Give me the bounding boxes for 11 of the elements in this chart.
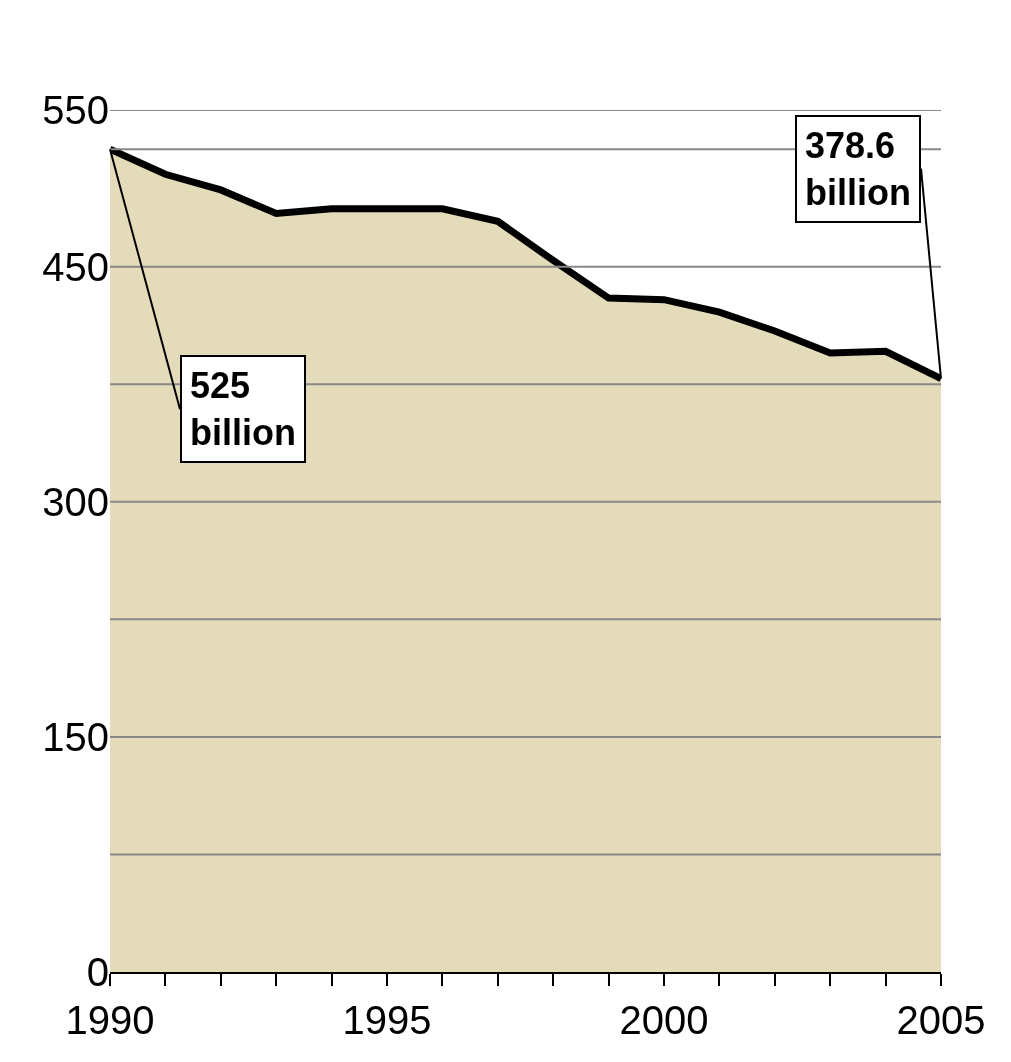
annotation: 525 billion xyxy=(190,365,296,453)
y-tick-label: 450 xyxy=(42,244,109,289)
x-tick-label: 1995 xyxy=(342,998,432,1042)
y-tick-label: 0 xyxy=(86,950,109,994)
x-tick-label: 2000 xyxy=(619,998,709,1042)
annotation: 378.6 billion xyxy=(805,125,911,213)
y-tick-label: 150 xyxy=(42,714,109,759)
y-tick-label: 300 xyxy=(42,479,109,524)
y-tick-label: 550 xyxy=(42,88,109,132)
x-tick-label: 1990 xyxy=(65,998,155,1042)
x-tick-label: 2005 xyxy=(896,998,986,1042)
